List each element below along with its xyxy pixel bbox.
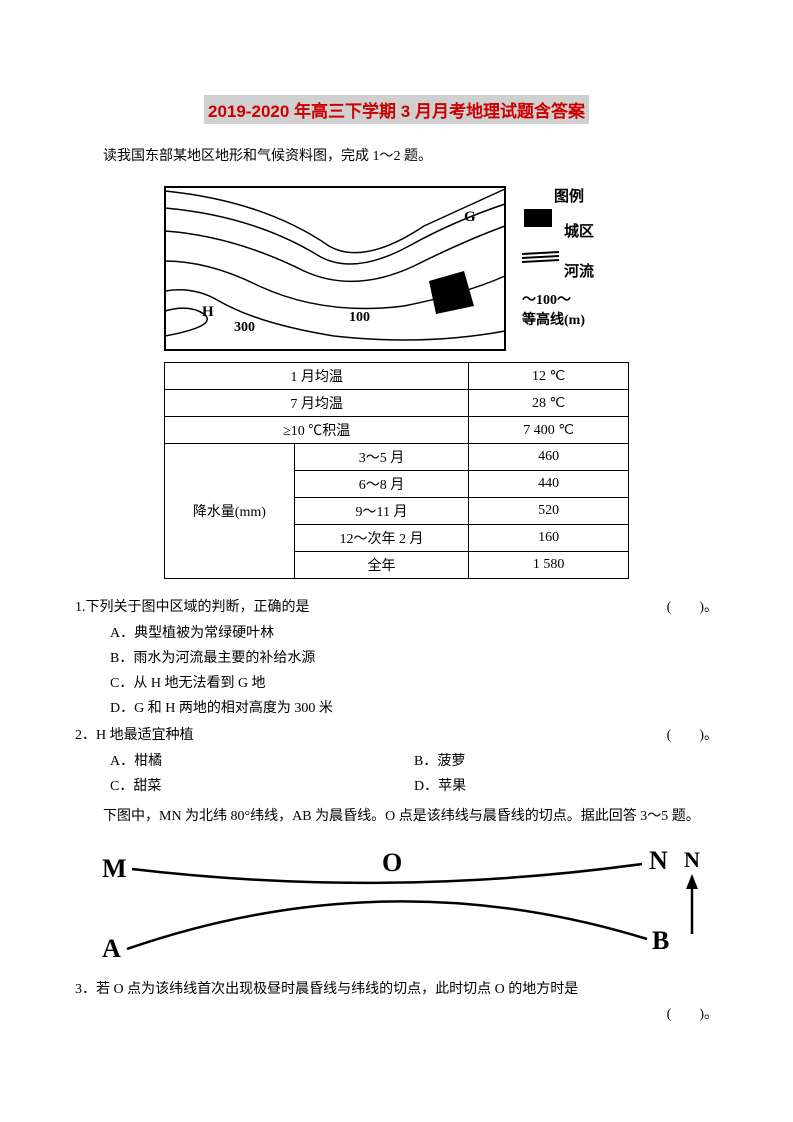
q1-opt-c: C．从 H 地无法看到 G 地: [110, 671, 718, 696]
rain-period: 全年: [294, 552, 469, 579]
table-row: 7 月均温 28 ℃: [165, 390, 629, 417]
legend-city: 城区: [564, 222, 594, 240]
exam-title: 2019-2020 年高三下学期 3 月月考地理试题含答案: [204, 95, 589, 124]
legend-title: 图例: [554, 187, 584, 205]
label-m: M: [102, 854, 127, 883]
cell-label: ≥10 ℃积温: [165, 417, 469, 444]
terminator-diagram: M O N A B N: [87, 839, 707, 969]
rain-val: 440: [469, 471, 629, 498]
q1-opt-a: A．典型植被为常绿硬叶林: [110, 621, 718, 646]
legend-contour-sub: 等高线(m): [522, 311, 585, 328]
cell-value: 12 ℃: [469, 363, 629, 390]
table-row: 1 月均温 12 ℃: [165, 363, 629, 390]
climate-table: 1 月均温 12 ℃ 7 月均温 28 ℃ ≥10 ℃积温 7 400 ℃ 降水…: [164, 362, 629, 579]
q1-opt-b: B．雨水为河流最主要的补给水源: [110, 646, 718, 671]
q2-opt-d: D．苹果: [414, 774, 718, 799]
q3-paren: ( )。: [667, 1007, 718, 1022]
label-100: 100: [349, 310, 370, 325]
rain-header: 降水量(mm): [165, 444, 295, 579]
q3-stem: 3．若 O 点为该纬线首次出现极昼时晨昏线与纬线的切点，此时切点 O 的地方时是: [75, 977, 718, 1002]
rain-period: 9～11 月: [294, 498, 469, 525]
q1-stem: 1.下列关于图中区域的判断，正确的是: [75, 595, 310, 620]
rain-val: 460: [469, 444, 629, 471]
q2-stem: 2．H 地最适宜种植: [75, 723, 194, 748]
q1-opt-d: D．G 和 H 两地的相对高度为 300 米: [110, 696, 718, 721]
question-3: 3．若 O 点为该纬线首次出现极昼时晨昏线与纬线的切点，此时切点 O 的地方时是…: [75, 977, 718, 1027]
legend-river: 河流: [564, 262, 594, 280]
legend-contour: ～100～: [522, 293, 571, 308]
rain-val: 1 580: [469, 552, 629, 579]
label-h: H: [202, 304, 214, 320]
label-g: G: [464, 209, 476, 225]
q2-opt-b: B．菠萝: [414, 749, 718, 774]
map-svg: G H 300 100 图例 城区 河流 ～100～ 等高线(m): [164, 186, 629, 351]
cell-value: 7 400 ℃: [469, 417, 629, 444]
rain-val: 160: [469, 525, 629, 552]
cell-label: 7 月均温: [165, 390, 469, 417]
intro-2: 下图中，MN 为北纬 80°纬线，AB 为晨昏线。O 点是该纬线与晨昏线的切点。…: [75, 805, 718, 829]
label-b: B: [652, 926, 669, 955]
label-a: A: [102, 934, 121, 963]
q2-paren: ( )。: [667, 723, 718, 748]
q2-opt-c: C．甜菜: [110, 774, 414, 799]
q2-opt-a: A．柑橘: [110, 749, 414, 774]
rain-period: 6～8 月: [294, 471, 469, 498]
label-300: 300: [234, 320, 255, 335]
label-n-lat: N: [649, 846, 668, 875]
label-o: O: [382, 848, 402, 877]
q1-paren: ( )。: [667, 595, 718, 620]
rain-period: 3～5 月: [294, 444, 469, 471]
table-row: ≥10 ℃积温 7 400 ℃: [165, 417, 629, 444]
topographic-map: G H 300 100 图例 城区 河流 ～100～ 等高线(m): [75, 186, 718, 356]
rain-period: 12～次年 2 月: [294, 525, 469, 552]
north-label: N: [684, 847, 700, 872]
question-2: 2．H 地最适宜种植 ( )。 A．柑橘 B．菠萝 C．甜菜 D．苹果: [75, 723, 718, 799]
cell-value: 28 ℃: [469, 390, 629, 417]
cell-label: 1 月均温: [165, 363, 469, 390]
table-row: 降水量(mm) 3～5 月 460: [165, 444, 629, 471]
rain-val: 520: [469, 498, 629, 525]
question-1: 1.下列关于图中区域的判断，正确的是 ( )。 A．典型植被为常绿硬叶林 B．雨…: [75, 595, 718, 721]
intro-text: 读我国东部某地区地形和气候资料图，完成 1～2 题。: [75, 146, 718, 168]
